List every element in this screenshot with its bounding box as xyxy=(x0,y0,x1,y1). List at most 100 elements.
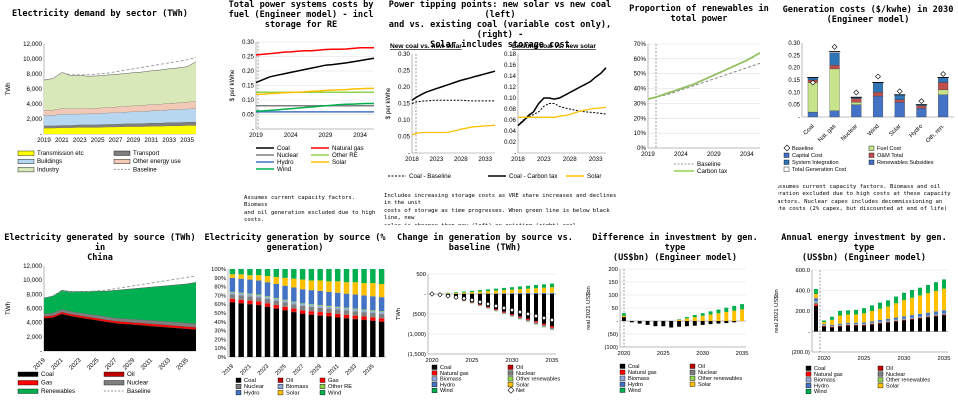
y-tick-label: 200.0 xyxy=(795,309,810,315)
bar-hydro xyxy=(526,293,530,294)
x-tick-label: 2018 xyxy=(405,156,419,163)
bar-biomass xyxy=(370,311,376,313)
legend-swatch-wind xyxy=(319,390,326,396)
bar-hydro xyxy=(918,313,922,317)
bar-wind xyxy=(838,310,842,316)
y-tick-label: 8,000 xyxy=(27,291,43,298)
y-tick-label: - xyxy=(424,292,426,298)
y-tick-label: 2,000 xyxy=(27,334,43,341)
bar-gas xyxy=(282,306,288,310)
legend-swatch-coal xyxy=(805,365,812,371)
bar-hydro xyxy=(542,292,546,294)
legend-swatch-nuclear xyxy=(877,371,884,377)
x-tick-label: 2035 xyxy=(175,356,190,371)
legend-swatch-solar xyxy=(507,382,514,388)
bar-gas xyxy=(326,313,332,316)
bar-solar xyxy=(518,289,522,294)
bar-nuclear xyxy=(526,320,530,322)
bar-nuclear xyxy=(264,298,271,304)
net-marker xyxy=(501,305,507,311)
legend-swatch-coal xyxy=(17,371,39,377)
bar-natural-gas xyxy=(526,319,530,321)
y-tick-label: 50% xyxy=(214,311,226,317)
bar-nuclear xyxy=(361,312,367,317)
bar-hydro xyxy=(910,315,914,318)
bar-wind xyxy=(526,285,530,289)
bar-wind xyxy=(700,313,705,316)
x-tick-label: Solar xyxy=(888,124,902,138)
bar-wind xyxy=(534,285,538,289)
bar-biomass xyxy=(299,304,306,306)
y-tick-label: 0.20 xyxy=(788,66,800,72)
series-line-coal-baseline xyxy=(411,99,495,104)
legend-label-coal: Coal xyxy=(41,371,54,378)
bar-solar xyxy=(732,310,737,321)
area-edge-renewables xyxy=(43,282,197,299)
bar-wind xyxy=(229,269,236,275)
x-tick-label: 2023 xyxy=(68,356,83,371)
bar-coal xyxy=(256,305,262,357)
bar-natural-gas xyxy=(878,322,882,324)
y-tick-label: (50) xyxy=(608,332,618,338)
y-tick-label: 70% xyxy=(214,293,226,299)
x-tick-label: 2021 xyxy=(50,356,65,371)
bar-natural-gas xyxy=(926,316,930,318)
bar-solar xyxy=(684,318,689,321)
bar-nuclear xyxy=(343,310,350,315)
bar-oil xyxy=(550,326,554,327)
bar-solar xyxy=(370,283,376,297)
legend-swatch-biomass xyxy=(805,377,812,383)
bar-hydro xyxy=(486,293,490,294)
bar-solar xyxy=(326,281,332,292)
bar-coal xyxy=(326,316,332,357)
bar-wind xyxy=(846,310,850,315)
legend-label-oil: Oil xyxy=(286,378,293,384)
x-tick-label: 2027 xyxy=(104,356,119,371)
bar-gas xyxy=(229,298,236,302)
bar-wind xyxy=(343,269,350,283)
panel-generation-costs-2030: Generation costs ($/kwhe) in 2030 (Engin… xyxy=(778,0,958,225)
bar-wind xyxy=(478,290,482,292)
bar-wind xyxy=(724,307,729,312)
x-tick-label: 2035 xyxy=(546,358,559,364)
legend-label-oil: Oil xyxy=(886,366,893,372)
x-tick-label: 2028 xyxy=(454,156,468,163)
bar-nuclear xyxy=(299,305,306,311)
bar-hydro xyxy=(902,316,906,319)
bar-natural-gas xyxy=(910,318,914,320)
bar-other-re xyxy=(335,306,341,308)
bar-wind xyxy=(462,291,466,293)
bar-gas xyxy=(256,301,262,305)
bar-o-m-total xyxy=(894,99,905,103)
x-tick-label: 2023 xyxy=(537,156,551,163)
bar-oil xyxy=(317,314,323,316)
chart-title: Power tipping points: new solar vs new c… xyxy=(388,0,612,50)
bar-solar xyxy=(454,292,458,294)
area-edge-gas xyxy=(43,311,197,328)
bar-nuclear xyxy=(862,324,866,325)
bar-coal xyxy=(645,321,650,325)
legend-label-nuclear: Nuclear xyxy=(244,384,264,390)
bar-nuclear xyxy=(494,310,498,311)
legend-label-carbon-tax: Carbon tax xyxy=(697,168,728,175)
legend-swatch-biomass xyxy=(619,375,626,381)
legend-swatch-natural-gas xyxy=(619,369,626,375)
legend-label-baseline: Baseline xyxy=(127,388,151,395)
bar-natural-gas xyxy=(942,314,946,316)
legend-label-transport: Transport xyxy=(133,150,160,157)
bar-solar xyxy=(486,291,490,294)
area-industry xyxy=(44,61,196,110)
bar-solar xyxy=(238,274,244,279)
bar-biomass xyxy=(291,302,297,305)
legend-swatch-nuclear xyxy=(235,383,242,389)
bar-solar xyxy=(910,297,914,316)
legend-swatch-biomass xyxy=(277,383,284,389)
bar-natural-gas xyxy=(830,326,834,328)
bar-solar xyxy=(846,314,850,323)
panel-renewables-share: Proportion of renewables in total power … xyxy=(624,0,774,200)
y-tick-label: (500) xyxy=(412,312,426,318)
y-tick-label: 0.10 xyxy=(242,97,255,104)
bar-nuclear xyxy=(550,327,554,329)
legend-label-other-renewables: Other renewables xyxy=(516,377,560,383)
x-tick-label: 2020 xyxy=(818,356,831,362)
